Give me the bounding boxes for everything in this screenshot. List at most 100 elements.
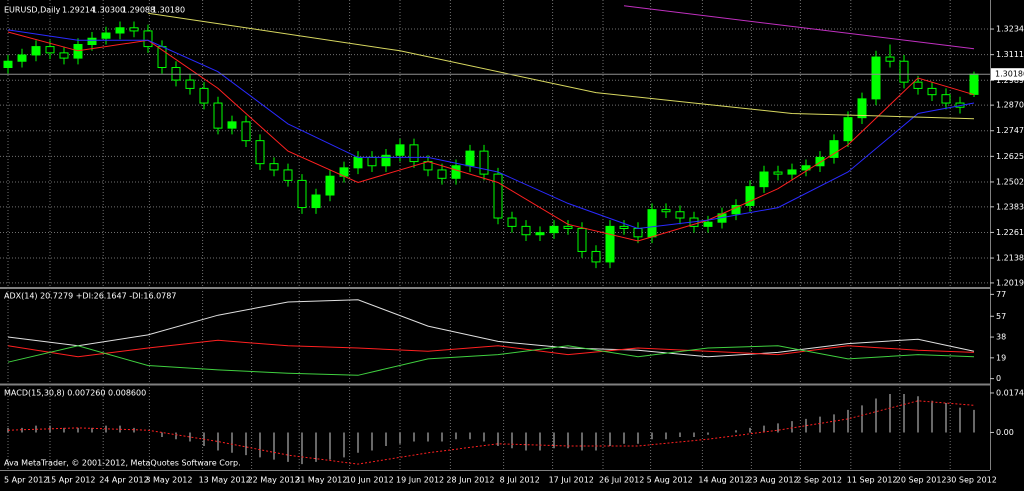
candle-body [409,144,419,163]
y-tick-label: 1.32340 [996,25,1024,34]
candle-body [787,169,797,175]
candle-body [395,144,405,156]
copyright: Ava MetaTrader, © 2001-2012, MetaQuotes … [4,459,241,468]
candle-body [843,117,853,142]
candle-body [661,209,671,213]
y-tick-label: 1.27475 [996,126,1024,135]
candle-body [647,209,657,238]
y-tick-label: 1.26250 [996,152,1024,161]
candle-body [871,56,881,100]
candle-body [17,54,27,62]
candle-body [437,169,447,179]
candle-body [885,56,895,62]
y-tick-label: 0.00 [996,428,1014,437]
candle-body [297,179,307,209]
candle-body [59,52,69,59]
x-tick-label: 22 May 2012 [248,476,300,485]
candle-body [535,232,545,236]
y-tick-label: 1.25025 [996,177,1024,186]
candle-body [773,171,783,175]
ohlc-value: 1.30300 [92,6,125,15]
candle-body [801,165,811,171]
candle-body [941,94,951,104]
y-tick-label: 1.28700 [996,101,1024,110]
x-tick-label: 19 Jun 2012 [396,476,444,485]
x-tick-label: 30 Sep 2012 [946,476,997,485]
candle-body [619,225,629,229]
y-tick-label: 0.01746 [996,388,1024,397]
y-tick-label: 1.20195 [996,278,1024,287]
candle-body [815,156,825,167]
indicator-line [7,29,975,230]
price-tag-label: 1.30180 [995,70,1024,79]
candle-body [269,163,279,171]
y-tick-label: 1.21385 [996,254,1024,263]
y-tick-label: 1.31115 [996,50,1024,59]
y-tick-label: 1.29890 [996,76,1024,85]
candle-body [493,173,503,219]
y-tick-label: 57 [996,312,1006,321]
x-tick-label: 28 Jun 2012 [446,476,494,485]
x-tick-label: 11 Sep 2012 [847,476,898,485]
candle-body [507,217,517,227]
candle-body [3,60,13,69]
indicator-title: MACD(15,30,8) 0.007260 0.008600 [4,389,146,398]
y-tick-label: 19 [996,353,1006,362]
x-tick-label: 5 Aug 2012 [647,476,693,485]
y-tick-label: 1.22610 [996,228,1024,237]
candle-body [563,225,573,229]
candle-body [969,73,979,95]
y-tick-label: 38 [996,333,1006,342]
candle-body [605,225,615,263]
x-tick-label: 3 May 2012 [145,476,192,485]
x-tick-label: 20 Sep 2012 [896,476,947,485]
indicator-line [7,345,975,376]
candle-body [451,165,461,179]
x-tick-label: 2 Sep 2012 [796,476,842,485]
candle-body [45,46,55,54]
indicator-line [7,299,975,358]
candle-body [675,211,685,219]
indicator-title: ADX(14) 20.7279 +DI:26.1647 -DI:16.0787 [4,292,176,301]
candle-body [325,175,335,196]
candle-body [549,225,559,234]
y-tick-label: 77 [996,290,1006,299]
candle-body [591,250,601,263]
x-tick-label: 8 Jul 2012 [500,476,540,485]
candle-body [87,37,97,46]
candle-body [353,156,363,169]
x-tick-label: 10 Jun 2012 [346,476,394,485]
candle-body [577,227,587,252]
candle-body [367,156,377,167]
price-tag-box [991,68,1024,81]
candle-body [213,102,223,129]
ohlc-value: 1.30180 [152,6,185,15]
indicator-line [623,5,975,50]
x-tick-label: 24 Apr 2012 [99,476,148,485]
candle-body [227,121,237,129]
candle-body [311,194,321,209]
candle-body [143,30,153,48]
x-tick-label: 31 May 2012 [295,476,347,485]
ohlc-value: 1.29214 [62,6,95,15]
candle-body [521,225,531,236]
x-tick-label: 26 Jul 2012 [599,476,644,485]
x-tick-label: 5 Apr 2012 [4,476,48,485]
candle-body [115,27,125,34]
x-tick-label: 15 Apr 2012 [46,476,95,485]
candle-body [703,221,713,227]
candle-body [633,227,643,238]
candle-body [759,171,769,188]
candle-body [913,81,923,89]
candle-body [381,154,391,167]
candle-body [857,98,867,119]
candle-body [101,32,111,39]
x-tick-label: 17 Jul 2012 [549,476,594,485]
y-tick-label: 1.23835 [996,202,1024,211]
candle-body [745,186,755,206]
candle-body [241,121,251,142]
x-tick-label: 13 May 2012 [199,476,251,485]
indicator-line [7,339,975,358]
